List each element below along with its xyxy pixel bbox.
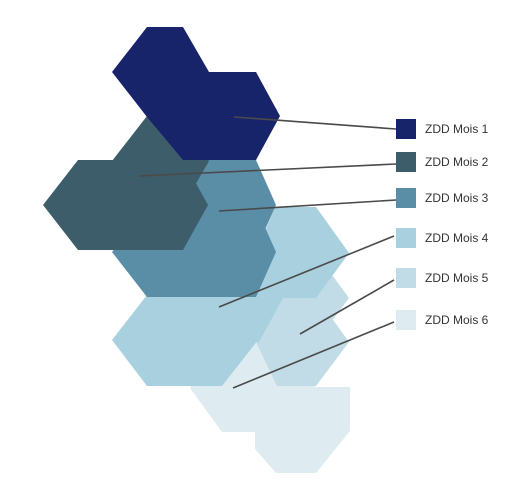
connector-line-mois-3: [218, 199, 397, 212]
connector-line-mois-5: [299, 279, 395, 335]
hexagon-mois-4-c: [256, 207, 349, 298]
connector-line-mois-1: [233, 116, 397, 130]
connector-line-mois-4: [218, 235, 395, 308]
hexagon-mois-1-c: [147, 72, 236, 160]
connector-line-mois-2: [138, 163, 397, 177]
connector-line-mois-6: [232, 321, 395, 389]
